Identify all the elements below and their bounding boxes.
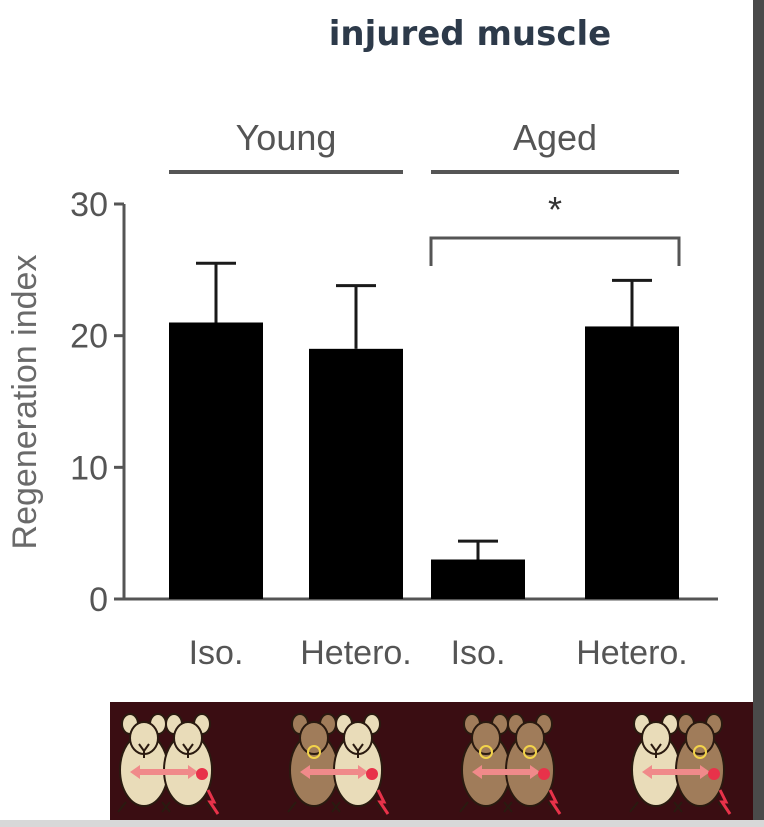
y-tick-label-30: 30 — [70, 186, 108, 224]
error-bar-2 — [458, 539, 498, 560]
mice-illustration-strip — [110, 702, 757, 820]
mouse-pair-1 — [287, 713, 390, 815]
arrow-head-right — [530, 765, 540, 779]
error-bar-0 — [196, 261, 236, 323]
mouse-letter-o — [479, 745, 493, 759]
y-tick-label-20: 20 — [70, 318, 108, 356]
error-bars — [196, 261, 652, 560]
bar-2 — [431, 559, 525, 599]
mouse-head — [471, 721, 501, 755]
mouse-head — [129, 721, 159, 755]
mouse-head — [641, 721, 671, 755]
significance-bracket: * — [429, 189, 681, 266]
mouse-pair-0 — [117, 713, 220, 815]
mouse-letter-o — [307, 745, 321, 759]
mouse-letter-o — [693, 745, 707, 759]
bar-3 — [585, 326, 679, 599]
bar-0 — [169, 322, 263, 599]
injury-bolt — [206, 789, 220, 815]
group-label-0: Young — [236, 117, 337, 158]
injury-bolt — [548, 789, 562, 815]
bar-1 — [309, 348, 403, 599]
significance-bracket-line — [429, 236, 681, 266]
mouse-head — [515, 721, 545, 755]
mouse-feet — [503, 801, 557, 813]
injury-dot — [708, 768, 720, 780]
right-border — [753, 0, 764, 827]
mouse-letter-y — [182, 743, 194, 758]
y-tick-label-10: 10 — [70, 449, 108, 487]
injury-dot — [366, 768, 378, 780]
arrow-head-left — [642, 765, 652, 779]
x-tick-label-0: Iso. — [189, 634, 244, 672]
mouse-head — [343, 721, 373, 755]
arrow-head-right — [188, 765, 198, 779]
mouse-head — [299, 721, 329, 755]
injury-bolt — [376, 789, 390, 815]
mouse-feet — [673, 801, 727, 813]
mouse-pair-3 — [629, 713, 732, 815]
error-bar-3 — [612, 278, 652, 327]
significance-asterisk: * — [548, 189, 562, 230]
mouse-pair-2 — [459, 713, 562, 815]
group-labels: Young Aged — [169, 117, 679, 174]
x-tick-label-1: Hetero. — [300, 634, 412, 672]
y-axis-label: Regeneration index — [6, 255, 44, 550]
mouse-letter-y — [352, 743, 364, 758]
chart-title: injured muscle — [328, 14, 612, 54]
injury-dot — [196, 768, 208, 780]
mouse-letter-y — [650, 743, 662, 758]
mouse-head — [685, 721, 715, 755]
injury-bolt — [718, 789, 732, 815]
x-tick-label-3: Hetero. — [576, 634, 688, 672]
bars — [169, 322, 679, 599]
bottom-border — [0, 820, 764, 827]
mouse-letter-y — [138, 743, 150, 758]
arrow-head-right — [700, 765, 710, 779]
arrow-head-left — [472, 765, 482, 779]
arrow-head-left — [130, 765, 140, 779]
mouse-feet — [161, 801, 215, 813]
y-tick-label-0: 0 — [89, 581, 108, 619]
mouse-letter-o — [523, 745, 537, 759]
x-tick-labels: Iso. Hetero. Iso. Hetero. — [189, 634, 688, 672]
mouse-head — [173, 721, 203, 755]
injury-dot — [538, 768, 550, 780]
group-label-1: Aged — [513, 117, 597, 158]
arrow-head-right — [358, 765, 368, 779]
arrow-head-left — [300, 765, 310, 779]
mouse-feet — [331, 801, 385, 813]
x-tick-label-2: Iso. — [451, 634, 506, 672]
error-bar-1 — [336, 284, 376, 349]
